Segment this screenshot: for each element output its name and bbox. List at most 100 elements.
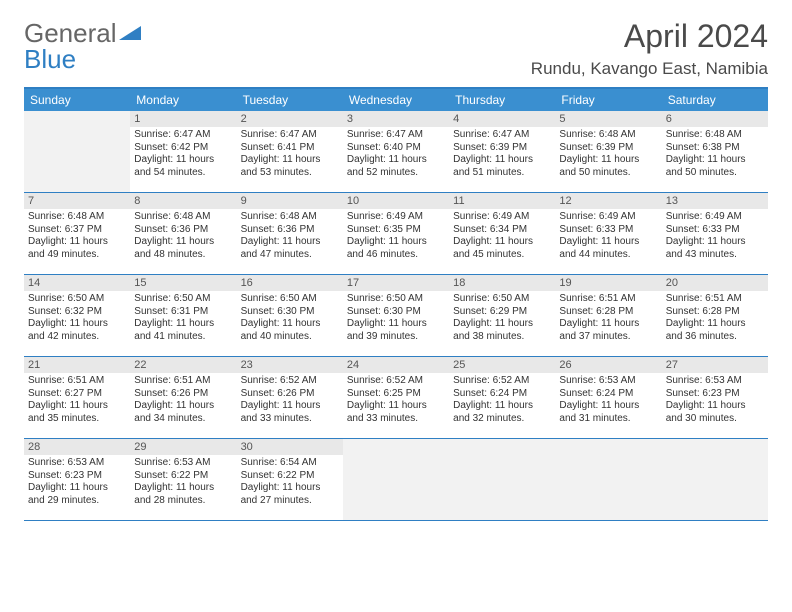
- daylight-line: Daylight: 11 hours and 50 minutes.: [559, 154, 657, 179]
- day-body: Sunrise: 6:48 AMSunset: 6:39 PMDaylight:…: [555, 127, 661, 183]
- day-number: 17: [343, 275, 449, 291]
- daylight-line: Daylight: 11 hours and 44 minutes.: [559, 236, 657, 261]
- sunset-line: Sunset: 6:31 PM: [134, 306, 232, 319]
- weekday-header: Saturday: [662, 89, 768, 111]
- daylight-line: Daylight: 11 hours and 33 minutes.: [347, 400, 445, 425]
- sunrise-line: Sunrise: 6:48 AM: [666, 129, 764, 142]
- weekday-header: Friday: [555, 89, 661, 111]
- sunrise-line: Sunrise: 6:49 AM: [666, 211, 764, 224]
- sunrise-line: Sunrise: 6:51 AM: [28, 375, 126, 388]
- daylight-line: Daylight: 11 hours and 35 minutes.: [28, 400, 126, 425]
- day-number: 9: [237, 193, 343, 209]
- day-number: 5: [555, 111, 661, 127]
- day-body: Sunrise: 6:49 AMSunset: 6:35 PMDaylight:…: [343, 209, 449, 265]
- daylight-line: Daylight: 11 hours and 51 minutes.: [453, 154, 551, 179]
- weekday-header: Wednesday: [343, 89, 449, 111]
- sunset-line: Sunset: 6:27 PM: [28, 388, 126, 401]
- daylight-line: Daylight: 11 hours and 52 minutes.: [347, 154, 445, 179]
- day-body: Sunrise: 6:48 AMSunset: 6:36 PMDaylight:…: [237, 209, 343, 265]
- sunrise-line: Sunrise: 6:53 AM: [559, 375, 657, 388]
- sunset-line: Sunset: 6:25 PM: [347, 388, 445, 401]
- sunset-line: Sunset: 6:34 PM: [453, 224, 551, 237]
- day-body: Sunrise: 6:50 AMSunset: 6:29 PMDaylight:…: [449, 291, 555, 347]
- day-cell: 28Sunrise: 6:53 AMSunset: 6:23 PMDayligh…: [24, 439, 130, 521]
- day-cell: 15Sunrise: 6:50 AMSunset: 6:31 PMDayligh…: [130, 275, 236, 357]
- sunrise-line: Sunrise: 6:47 AM: [347, 129, 445, 142]
- daylight-line: Daylight: 11 hours and 31 minutes.: [559, 400, 657, 425]
- daylight-line: Daylight: 11 hours and 45 minutes.: [453, 236, 551, 261]
- day-cell: 9Sunrise: 6:48 AMSunset: 6:36 PMDaylight…: [237, 193, 343, 275]
- sunset-line: Sunset: 6:30 PM: [347, 306, 445, 319]
- sunset-line: Sunset: 6:40 PM: [347, 142, 445, 155]
- weekday-header: Monday: [130, 89, 236, 111]
- daylight-line: Daylight: 11 hours and 39 minutes.: [347, 318, 445, 343]
- sunrise-line: Sunrise: 6:49 AM: [347, 211, 445, 224]
- sunset-line: Sunset: 6:24 PM: [453, 388, 551, 401]
- sunset-line: Sunset: 6:30 PM: [241, 306, 339, 319]
- page-header: General April 2024 Rundu, Kavango East, …: [24, 18, 768, 79]
- sunrise-line: Sunrise: 6:50 AM: [28, 293, 126, 306]
- day-number: 16: [237, 275, 343, 291]
- daylight-line: Daylight: 11 hours and 47 minutes.: [241, 236, 339, 261]
- sunset-line: Sunset: 6:32 PM: [28, 306, 126, 319]
- brand-triangle-icon: [119, 24, 141, 42]
- empty-cell: [449, 439, 555, 521]
- empty-cell: [24, 111, 130, 193]
- sunset-line: Sunset: 6:39 PM: [559, 142, 657, 155]
- sunset-line: Sunset: 6:24 PM: [559, 388, 657, 401]
- day-cell: 21 Sunrise: 6:51 AMSunset: 6:27 PMDayligh…: [24, 357, 130, 439]
- daylight-line: Daylight: 11 hours and 42 minutes.: [28, 318, 126, 343]
- daylight-line: Daylight: 11 hours and 49 minutes.: [28, 236, 126, 261]
- sunrise-line: Sunrise: 6:47 AM: [134, 129, 232, 142]
- day-cell: 19Sunrise: 6:51 AMSunset: 6:28 PMDayligh…: [555, 275, 661, 357]
- day-cell: 8Sunrise: 6:48 AMSunset: 6:36 PMDaylight…: [130, 193, 236, 275]
- sunset-line: Sunset: 6:23 PM: [28, 470, 126, 483]
- day-number: 14: [24, 275, 130, 291]
- day-number: 15: [130, 275, 236, 291]
- day-body: Sunrise: 6:54 AMSunset: 6:22 PMDaylight:…: [237, 455, 343, 511]
- day-cell: 5Sunrise: 6:48 AMSunset: 6:39 PMDaylight…: [555, 111, 661, 193]
- daylight-line: Daylight: 11 hours and 34 minutes.: [134, 400, 232, 425]
- sunrise-line: Sunrise: 6:47 AM: [241, 129, 339, 142]
- day-cell: 4Sunrise: 6:47 AMSunset: 6:39 PMDaylight…: [449, 111, 555, 193]
- day-number: 18: [449, 275, 555, 291]
- day-cell: 25Sunrise: 6:52 AMSunset: 6:24 PMDayligh…: [449, 357, 555, 439]
- day-cell: 24Sunrise: 6:52 AMSunset: 6:25 PMDayligh…: [343, 357, 449, 439]
- day-cell: 7Sunrise: 6:48 AMSunset: 6:37 PMDaylight…: [24, 193, 130, 275]
- daylight-line: Daylight: 11 hours and 43 minutes.: [666, 236, 764, 261]
- day-number: 24: [343, 357, 449, 373]
- day-number: 21: [24, 357, 130, 373]
- daylight-line: Daylight: 11 hours and 38 minutes.: [453, 318, 551, 343]
- day-body: Sunrise: 6:49 AMSunset: 6:33 PMDaylight:…: [662, 209, 768, 265]
- day-body: Sunrise: 6:49 AMSunset: 6:34 PMDaylight:…: [449, 209, 555, 265]
- sunrise-line: Sunrise: 6:53 AM: [28, 457, 126, 470]
- day-number: 20: [662, 275, 768, 291]
- sunset-line: Sunset: 6:23 PM: [666, 388, 764, 401]
- day-number: 10: [343, 193, 449, 209]
- sunrise-line: Sunrise: 6:49 AM: [453, 211, 551, 224]
- daylight-line: Daylight: 11 hours and 29 minutes.: [28, 482, 126, 507]
- sunrise-line: Sunrise: 6:48 AM: [28, 211, 126, 224]
- empty-cell: [343, 439, 449, 521]
- day-body: Sunrise: 6:50 AMSunset: 6:30 PMDaylight:…: [237, 291, 343, 347]
- daylight-line: Daylight: 11 hours and 28 minutes.: [134, 482, 232, 507]
- day-body: Sunrise: 6:51 AMSunset: 6:26 PMDaylight:…: [130, 373, 236, 429]
- day-body: Sunrise: 6:47 AMSunset: 6:42 PMDaylight:…: [130, 127, 236, 183]
- day-body: Sunrise: 6:52 AMSunset: 6:25 PMDaylight:…: [343, 373, 449, 429]
- sunrise-line: Sunrise: 6:52 AM: [347, 375, 445, 388]
- sunset-line: Sunset: 6:38 PM: [666, 142, 764, 155]
- empty-cell: [555, 439, 661, 521]
- day-number: 7: [24, 193, 130, 209]
- weekday-header: Tuesday: [237, 89, 343, 111]
- day-body: Sunrise: 6:50 AMSunset: 6:32 PMDaylight:…: [24, 291, 130, 347]
- sunrise-line: Sunrise: 6:47 AM: [453, 129, 551, 142]
- day-body: Sunrise: 6:53 AMSunset: 6:23 PMDaylight:…: [24, 455, 130, 511]
- day-number: 4: [449, 111, 555, 127]
- sunrise-line: Sunrise: 6:48 AM: [241, 211, 339, 224]
- day-body: Sunrise: 6:47 AMSunset: 6:40 PMDaylight:…: [343, 127, 449, 183]
- day-number: 30: [237, 439, 343, 455]
- daylight-line: Daylight: 11 hours and 41 minutes.: [134, 318, 232, 343]
- brand-part2: Blue: [24, 44, 76, 75]
- daylight-line: Daylight: 11 hours and 53 minutes.: [241, 154, 339, 179]
- daylight-line: Daylight: 11 hours and 37 minutes.: [559, 318, 657, 343]
